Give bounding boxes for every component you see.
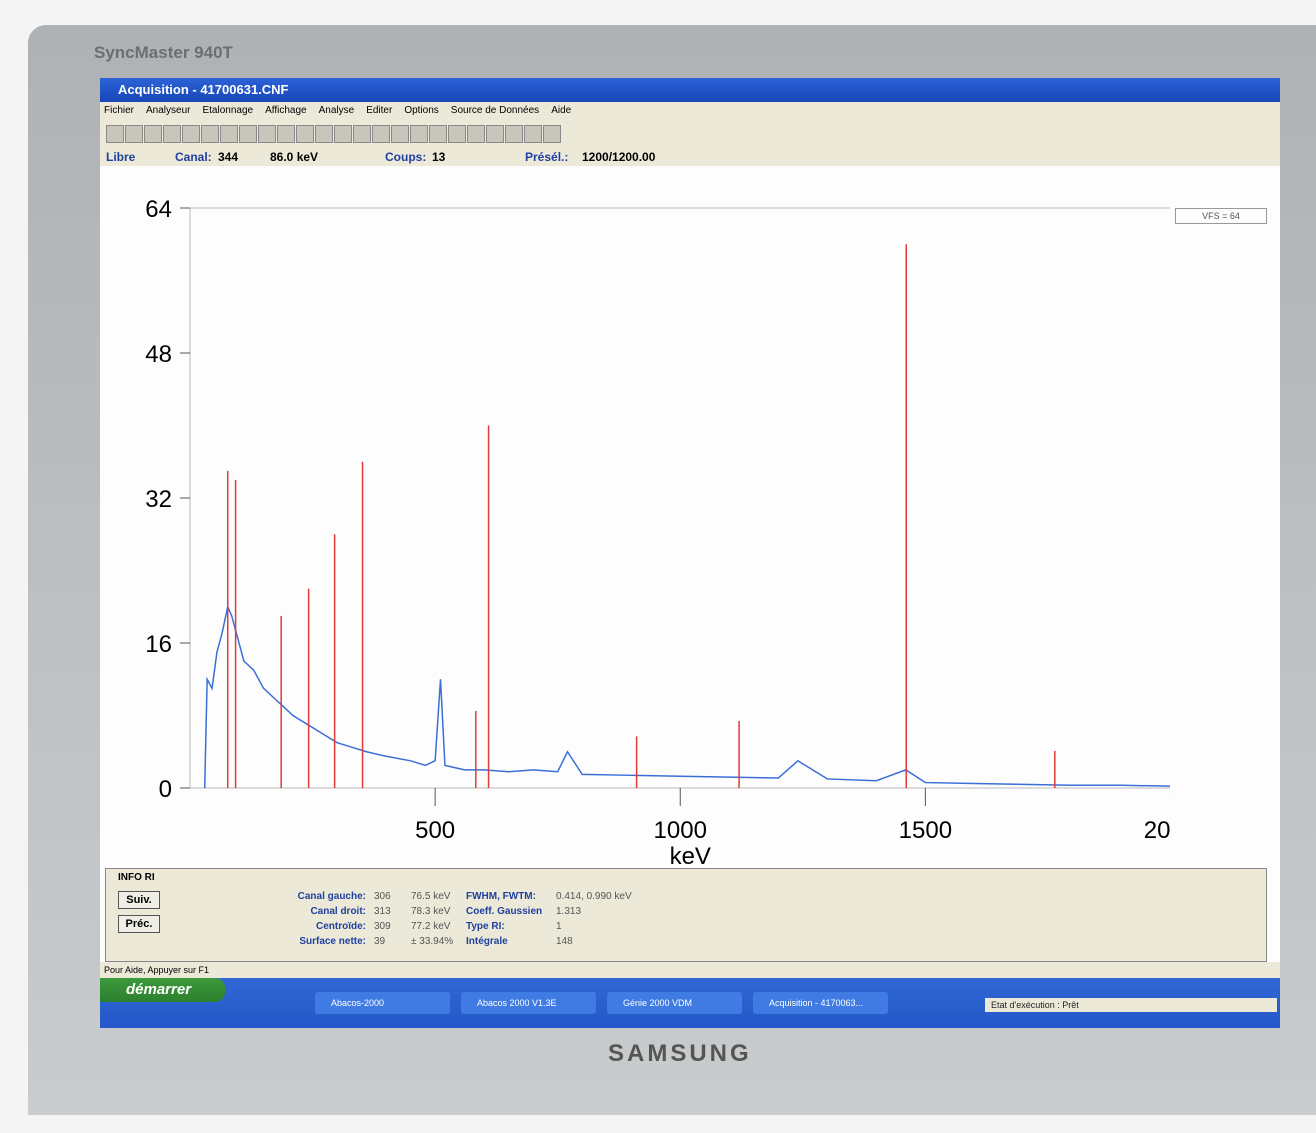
menu-item[interactable]: Fichier [104,105,135,116]
info-channel: 39 [374,936,386,947]
tool-icon [524,125,542,143]
toolbar [100,120,1280,148]
menu-item[interactable]: Etalonnage [202,105,254,116]
tool-icon [505,125,523,143]
plot-frame [189,207,1170,789]
energy: 86.0 keV [270,150,319,164]
prev-button[interactable]: Préc. [118,915,160,933]
screen: Acquisition - 41700631.CNF Fichier Analys… [100,78,1280,1028]
monitor-maker: SAMSUNG [608,1040,752,1067]
task-button[interactable]: Génie 2000 VDM [607,992,742,1014]
tool-icon [448,125,466,143]
info-panel: INFO RI Suiv. Préc. Canal gauche: 306 76.5… [105,868,1267,962]
tool-icon [163,125,181,143]
tool-icon [220,125,238,143]
tool-icon [391,125,409,143]
x-tick-label: 2000 [1144,817,1170,844]
tool-icon [372,125,390,143]
preset-label: Présél.: [525,150,569,164]
tool-icon [543,125,561,143]
tool-icon [429,125,447,143]
info-label: Canal droit: [310,906,366,917]
info-energy: 76.5 keV [411,891,451,902]
menu-item[interactable]: Analyseur [146,105,191,116]
next-button[interactable]: Suiv. [118,891,160,909]
counts-label: Coups: [385,150,427,164]
monitor-model: SyncMaster 940T [94,43,233,62]
menu-item[interactable]: Editer [366,105,393,116]
mode: Libre [106,150,136,164]
start-button[interactable]: démarrer [100,978,225,1002]
info-label: Centroïde: [316,921,366,932]
vfs: VFS = 64 [1175,208,1267,224]
info-channel: 313 [374,906,391,917]
stat-value: 1.313 [556,906,582,917]
tool-icon [125,125,143,143]
tool-icon [258,125,276,143]
x-tick-label: 500 [415,817,455,844]
info-channel: 309 [374,921,391,932]
tool-icon [182,125,200,143]
tool-icon [334,125,352,143]
x-tick-label: 1000 [654,817,707,844]
info-energy: ± 33.94% [411,936,454,947]
status-bar: Libre Canal: 344 86.0 keV Coups: 13 Prés… [100,148,1280,166]
stat-value: 0.414, 0.990 keV [556,891,632,902]
stat-label: FWHM, FWTM: [466,891,536,902]
info-label: Surface nette: [299,936,366,947]
spectrum-line [203,604,1170,789]
y-tick-label: 0 [159,776,172,803]
stat-label: Intégrale [466,936,508,947]
counts: 13 [432,150,446,164]
tool-icon [410,125,428,143]
info-energy: 77.2 keV [411,921,451,932]
exec-state: Etat d'exécution : Prêt [985,998,1277,1012]
tool-icon [201,125,219,143]
menu-item[interactable]: Options [404,105,439,116]
chart: 0 16 32 48 64 500 1000 1500 2000 keV [145,196,1170,868]
canal-label: Canal: [175,150,212,164]
task-button[interactable]: Abacos-2000 [315,992,450,1014]
info-channel: 306 [374,891,391,902]
task-button[interactable]: Acquisition - 4170063... [753,992,888,1014]
task-button[interactable]: Abacos 2000 V1.3E [461,992,596,1014]
info-label: Canal gauche: [297,891,366,902]
x-axis-label: keV [670,843,711,868]
y-tick-label: 48 [145,341,172,368]
tool-icon [277,125,295,143]
window-title: Acquisition - 41700631.CNF [100,78,1280,102]
tool-icon [239,125,257,143]
x-tick-label: 1500 [899,817,952,844]
tool-icon [353,125,371,143]
canal: 344 [218,150,239,164]
menu-bar: Fichier Analyseur Etalonnage Affichage Analy… [100,102,1280,120]
tool-icon [144,125,162,143]
info-energy: 78.3 keV [411,906,451,917]
info-title: INFO RI [118,872,155,883]
y-tick-label: 32 [145,486,172,513]
y-tick-label: 16 [145,631,172,658]
stat-label: Coeff. Gaussien [466,906,543,917]
stat-label: Type RI: [466,921,505,932]
stat-value: 148 [556,936,573,947]
tool-icon [315,125,333,143]
y-tick-label: 64 [145,196,172,223]
help-text: Pour Aide, Appuyer sur F1 [100,962,1280,978]
taskbar: démarrer Etat d'exécution : Prêt Abacos-… [100,978,1280,1028]
tool-icon [296,125,314,143]
menu-item[interactable]: Aide [551,105,572,116]
tool-icon [467,125,485,143]
menu-item[interactable]: Affichage [265,105,307,116]
preset: 1200/1200.00 [582,150,656,164]
stat-value: 1 [556,921,562,932]
tool-icon [106,125,124,143]
tool-icon [486,125,504,143]
menu-item[interactable]: Analyse [318,105,355,116]
menu-item[interactable]: Source de Données [450,105,540,116]
